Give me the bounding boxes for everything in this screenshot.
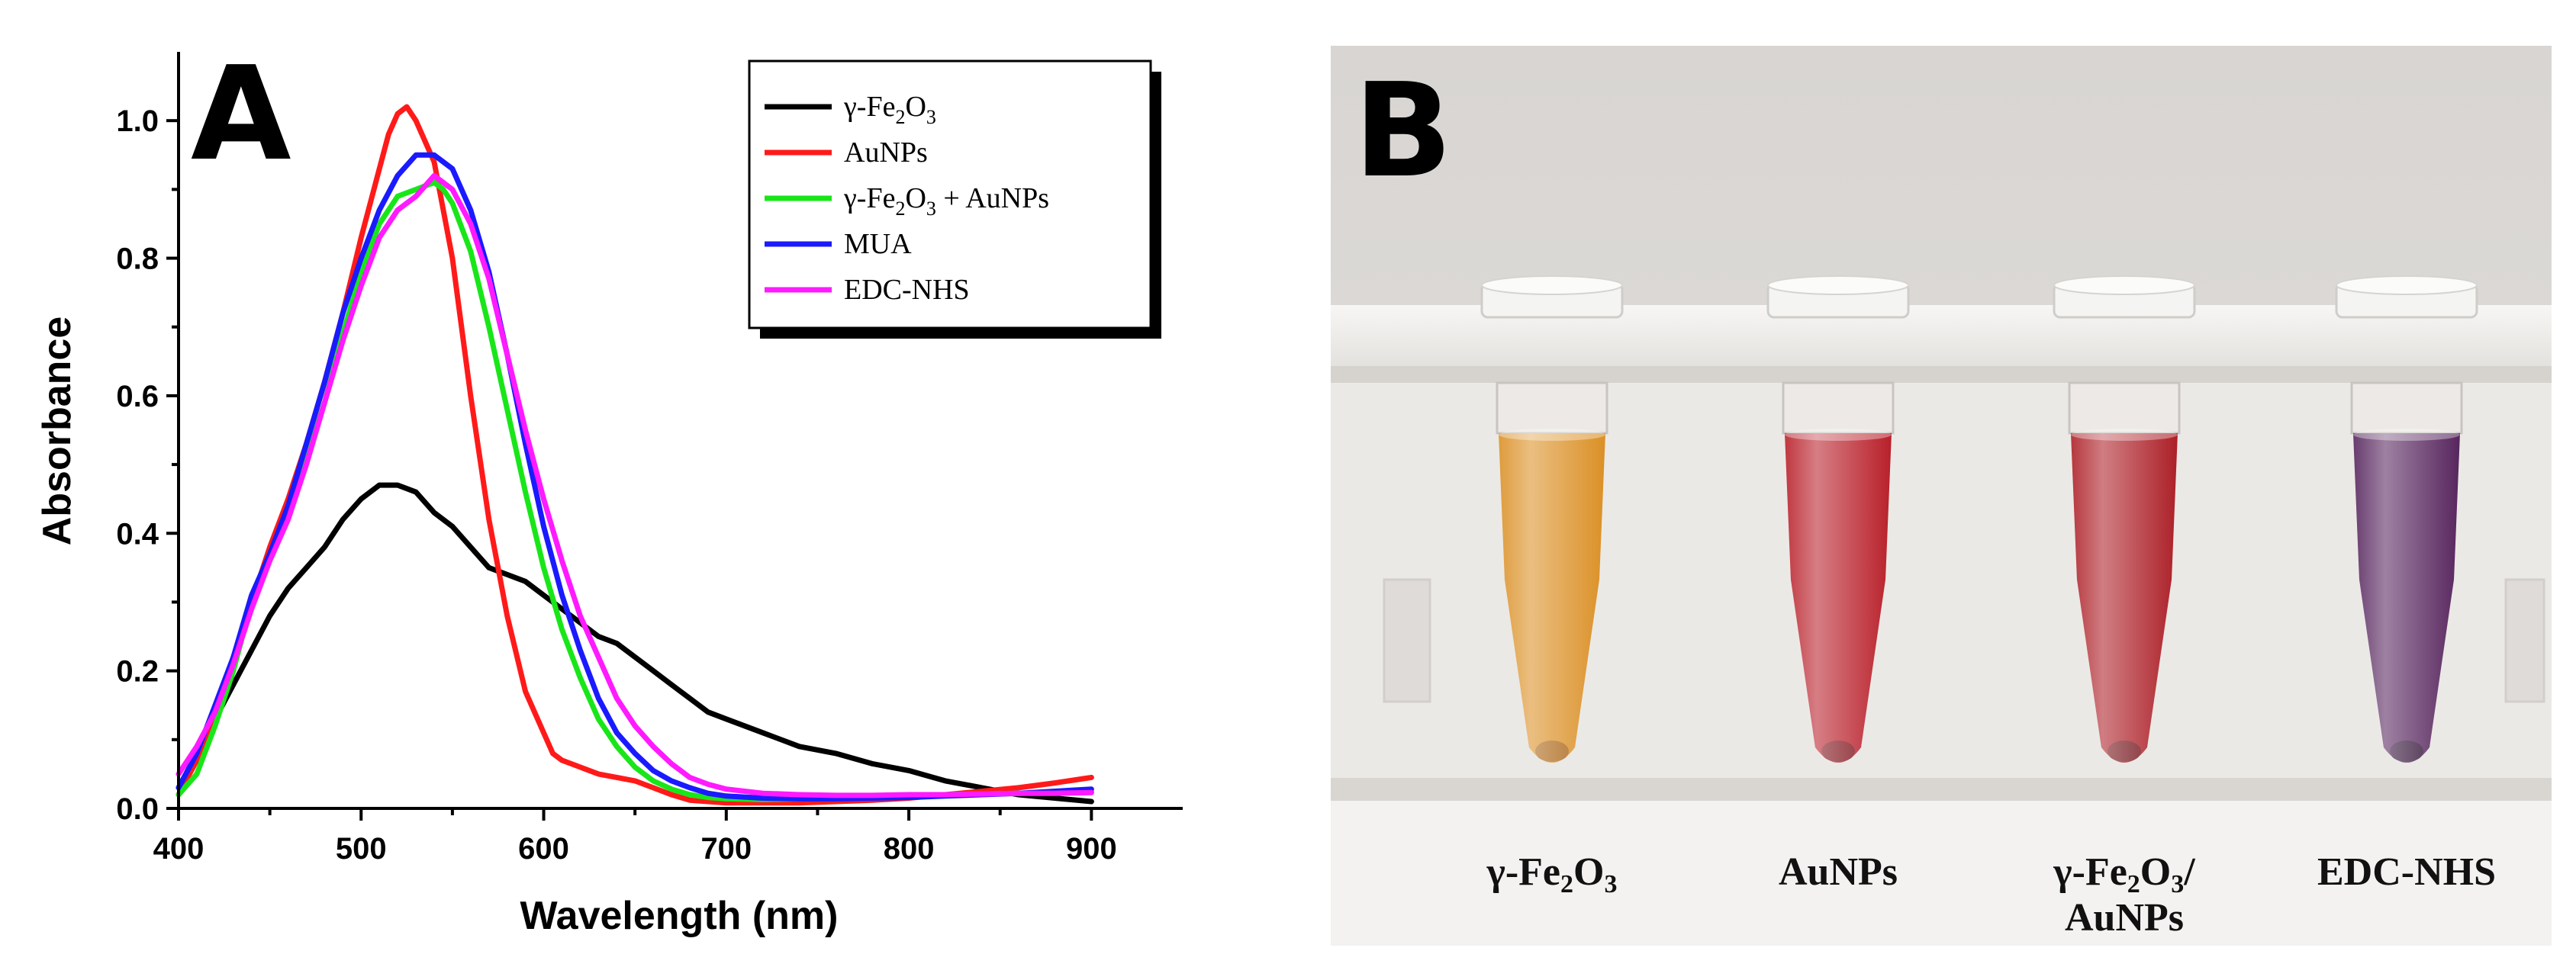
tube-cap-top [2336, 275, 2478, 295]
tube-cap-top [1767, 275, 1909, 295]
tube-label: γ-Fe2O3 [1486, 850, 1618, 898]
tube-glare [1499, 433, 1605, 763]
legend-label: EDC-NHS [844, 274, 970, 306]
y-tick-label: 0.2 [116, 655, 159, 689]
series-line--fe2o3 [175, 482, 1094, 805]
legend-items: γ-Fe2O3 AuNPs γ-Fe2O3 + AuNPs MUA EDC-NHS [765, 91, 1049, 306]
x-tick-label: 900 [1066, 832, 1117, 866]
tube: AuNPs [1766, 275, 1910, 894]
tube-label: EDC-NHS [2317, 850, 2496, 894]
tube-glare [2353, 433, 2460, 763]
panel-b-label: B [1354, 56, 1453, 207]
x-tick-label: 400 [153, 832, 204, 866]
x-axis-title: Wavelength (nm) [520, 894, 839, 938]
x-tick-label: 700 [700, 832, 752, 866]
tube-label: γ-Fe2O3/ [2053, 850, 2195, 898]
y-tick-label: 1.0 [116, 104, 159, 138]
y-tick-label: 0.8 [116, 243, 159, 276]
tube-label: AuNPs [1779, 850, 1898, 894]
tube: γ-Fe2O3 [1480, 275, 1624, 898]
x-tick-label: 800 [884, 832, 935, 866]
tube: EDC-NHS [2317, 275, 2496, 894]
legend-label: AuNPs [844, 137, 928, 169]
tube: γ-Fe2O3/AuNPs [2053, 275, 2196, 940]
tube-meniscus [1785, 429, 1892, 441]
tube-glass [2068, 381, 2181, 435]
rack-slot-left [1383, 578, 1431, 703]
series-line-mua [175, 152, 1094, 802]
rack-top-shadow [1331, 366, 2552, 383]
tube-meniscus [1499, 429, 1605, 441]
y-tick-label: 0.4 [116, 517, 159, 551]
y-tick-label: 0.6 [116, 380, 159, 413]
tube-glass [1782, 381, 1895, 435]
tube-glare [1785, 433, 1892, 763]
rack-slot-right [2504, 578, 2545, 703]
tube-meniscus [2071, 429, 2178, 441]
legend-label: MUA [844, 228, 912, 260]
panel-a-label: A [191, 39, 291, 190]
y-tick-label: 0.0 [116, 792, 159, 826]
rack-base-edge [1331, 778, 2552, 801]
legend-label: γ-Fe2O3 + AuNPs [843, 182, 1049, 220]
tick-layer: 400 500 600 700 800 900 0.0 0.2 0.4 0.6 0.8 1.0 [116, 104, 1116, 866]
x-tick-label: 500 [336, 832, 387, 866]
legend-label: γ-Fe2O3 [843, 91, 936, 128]
tube-glare [2071, 433, 2178, 763]
series-layer [175, 104, 1094, 806]
tube-meniscus [2353, 429, 2460, 441]
series-line-edc-nhs [175, 172, 1094, 798]
tube-glass [1496, 381, 1608, 435]
tube-label-line2: AuNPs [2065, 896, 2184, 940]
tube-cap-top [1481, 275, 1623, 295]
tube-glass [2350, 381, 2463, 435]
y-axis-title: Absorbance [35, 316, 79, 546]
tube-cap-top [2053, 275, 2195, 295]
absorbance-chart: A 400 500 600 700 800 900 0.0 0.2 0.4 0.6 0.8 1.0 A… [35, 39, 1183, 938]
x-tick-label: 600 [518, 832, 569, 866]
rack-base [1331, 801, 2552, 946]
legend: γ-Fe2O3 AuNPs γ-Fe2O3 + AuNPs MUA EDC-NHS [748, 59, 1161, 339]
